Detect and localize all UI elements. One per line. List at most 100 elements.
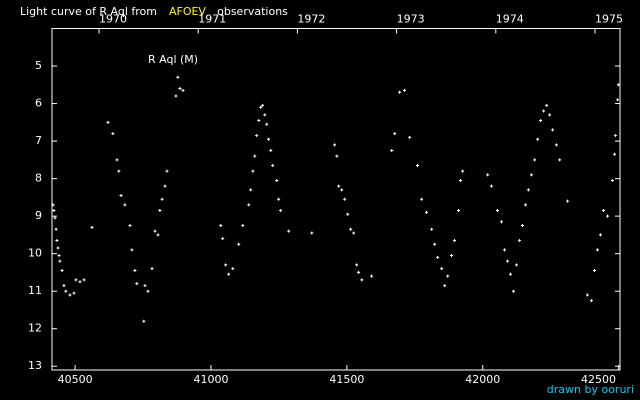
data-point — [277, 197, 281, 201]
data-point — [111, 132, 115, 136]
data-point — [443, 284, 447, 288]
data-point — [57, 254, 61, 258]
y-tick-label: 8 — [35, 172, 42, 185]
data-point — [128, 224, 132, 228]
data-point — [595, 248, 599, 252]
data-point — [545, 103, 549, 107]
data-point — [117, 169, 121, 173]
data-point — [261, 103, 265, 107]
data-point — [178, 87, 182, 91]
data-point — [142, 319, 146, 323]
data-point — [337, 184, 341, 188]
top-tick-label: 1972 — [297, 13, 325, 26]
data-point — [78, 280, 82, 284]
data-point — [533, 158, 537, 162]
data-point — [616, 83, 620, 87]
data-point — [511, 289, 515, 293]
data-point — [90, 225, 94, 229]
chart-title: Light curve of R Aql from AFOEV observatio… — [20, 5, 288, 18]
data-point — [227, 272, 231, 276]
data-point — [390, 148, 394, 152]
data-point — [450, 254, 454, 258]
data-point — [60, 269, 64, 273]
plot-frame — [51, 28, 621, 371]
data-point — [598, 233, 602, 237]
data-point — [74, 278, 78, 282]
data-point — [165, 169, 169, 173]
data-point — [355, 263, 359, 267]
data-point — [53, 216, 57, 220]
data-point — [436, 255, 440, 259]
data-point — [526, 188, 530, 192]
data-point — [402, 88, 406, 92]
data-point — [457, 209, 461, 213]
data-point — [357, 270, 361, 274]
data-point — [536, 137, 540, 141]
data-point — [333, 143, 337, 147]
data-point — [52, 209, 56, 213]
data-point — [135, 282, 139, 286]
data-point — [64, 289, 68, 293]
data-point — [420, 197, 424, 201]
data-point — [452, 239, 456, 243]
data-point — [433, 242, 437, 246]
y-tick-label: 11 — [28, 284, 42, 297]
data-point — [360, 278, 364, 282]
y-tick-label: 9 — [35, 209, 42, 222]
data-point — [352, 231, 356, 235]
data-point — [605, 214, 609, 218]
data-point — [613, 152, 617, 156]
data-point — [158, 209, 162, 213]
top-tick-label: 1975 — [595, 13, 623, 26]
y-tick-label: 13 — [28, 359, 42, 372]
data-point — [146, 289, 150, 293]
data-point — [255, 133, 259, 137]
top-tick-label: 1970 — [99, 13, 127, 26]
data-point — [115, 158, 119, 162]
y-tick-label: 7 — [35, 134, 42, 147]
data-point — [271, 163, 275, 167]
data-point — [241, 224, 245, 228]
y-tick-label: 10 — [28, 247, 42, 260]
data-point — [106, 120, 110, 124]
data-point — [520, 224, 524, 228]
data-point — [123, 203, 127, 207]
data-point — [340, 188, 344, 192]
data-point — [310, 231, 314, 235]
data-point — [68, 293, 72, 297]
data-point — [249, 188, 253, 192]
y-tick-label: 5 — [35, 59, 42, 72]
x-tick-label: 42000 — [465, 373, 500, 386]
data-point — [181, 88, 185, 92]
data-point — [143, 284, 147, 288]
data-point — [505, 259, 509, 263]
data-point — [335, 154, 339, 158]
data-point — [346, 212, 350, 216]
data-point — [349, 227, 353, 231]
data-point — [430, 227, 434, 231]
data-point — [514, 263, 518, 267]
title-part: Light curve of R Aql from — [20, 5, 157, 18]
data-point — [130, 248, 134, 252]
data-point — [500, 220, 504, 224]
data-point — [55, 239, 59, 243]
data-point — [523, 203, 527, 207]
top-tick-label: 1971 — [198, 13, 226, 26]
data-point — [416, 163, 420, 167]
data-point — [542, 109, 546, 113]
data-point — [224, 263, 228, 267]
data-point — [163, 184, 167, 188]
data-point — [133, 269, 137, 273]
y-tick-label: 6 — [35, 97, 42, 110]
data-point — [267, 137, 271, 141]
credit: drawn by ooruri — [547, 383, 634, 396]
data-point — [275, 178, 279, 182]
data-point — [517, 239, 521, 243]
data-point — [119, 193, 123, 197]
annotation: R Aql (M) — [148, 53, 198, 66]
data-point — [253, 154, 257, 158]
data-point — [486, 173, 490, 177]
x-tick-label: 41000 — [193, 373, 228, 386]
